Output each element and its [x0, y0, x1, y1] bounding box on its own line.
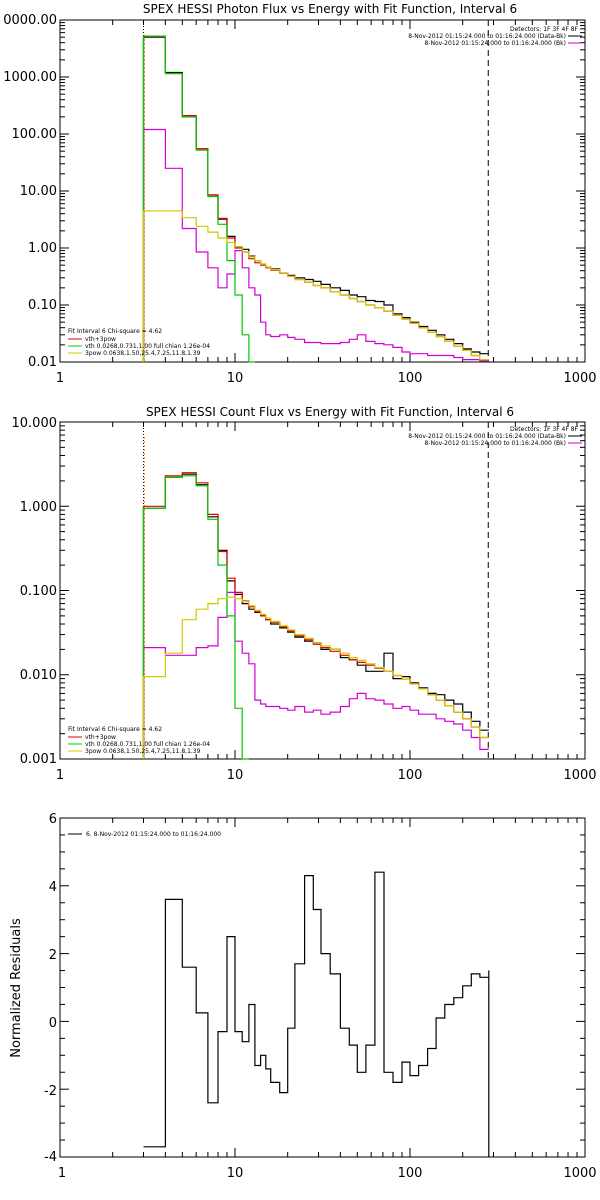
axis-ticks: [59, 817, 586, 1158]
plot-frame: [59, 421, 586, 760]
series-red-line: [142, 35, 489, 362]
series-red-line: [142, 472, 489, 759]
y-tick-label: 2: [49, 948, 57, 963]
y-tick-label: 0.10: [28, 298, 57, 313]
y-tick-label: 0.100: [20, 584, 57, 599]
series-group: [143, 871, 490, 1157]
legend-interval: 6. 8-Nov-2012 01:15:24.000 to 01:16:24.0…: [86, 831, 221, 838]
legend-data-bk: 8-Nov-2012 01:15:24.000 to 01:16:24.000 …: [408, 433, 566, 440]
y-tick-label: 0.01: [28, 355, 57, 370]
legend-detectors: Detectors: 1F 3F 4F 8F: [510, 26, 579, 33]
count-flux-chart: SPEX HESSI Count Flux vs Energy with Fit…: [12, 405, 597, 783]
y-axis-label: Normalized Residuals: [9, 918, 24, 1058]
y-tick-label: 0.010: [20, 668, 57, 683]
y-tick-label: -2: [44, 1084, 57, 1099]
photon-flux-chart: SPEX HESSI Photon Flux vs Energy with Fi…: [3, 2, 596, 386]
axis-ticks: [59, 421, 586, 760]
legend-bottom-left: Fit Interval 6 Chi-square = 4.62 vth+3po…: [68, 726, 210, 755]
chart-title: SPEX HESSI Count Flux vs Energy with Fit…: [146, 405, 514, 419]
y-tick-label: 10.00: [20, 184, 57, 199]
legend-bk: 8-Nov-2012 01:15:24.000 to 01:16:24.000 …: [424, 440, 566, 447]
y-tick-label: 4: [49, 880, 57, 895]
series-black-line: [143, 871, 490, 1157]
series-magenta-line: [142, 128, 489, 362]
plot-frame: [59, 817, 586, 1158]
legend-3pow: 3pow 0.0638,1.50,25.4,7.25,11.8,1.39: [85, 350, 201, 357]
x-tick-label: 100: [398, 768, 423, 783]
series-group: [142, 35, 489, 363]
legend-bk: 8-Nov-2012 01:15:24.000 to 01:16:24.000 …: [424, 40, 566, 47]
series-magenta-line: [142, 591, 489, 759]
chart-title: SPEX HESSI Photon Flux vs Energy with Fi…: [143, 2, 517, 16]
y-tick-label: 100.00: [12, 127, 58, 142]
y-tick-label: 6: [49, 812, 57, 827]
legend-vth-3pow: vth+3pow: [85, 734, 116, 741]
plot-frame: [59, 19, 586, 363]
series-black-line: [142, 36, 489, 362]
x-tick-label: 10: [227, 371, 244, 386]
y-tick-label: 1.000: [20, 500, 57, 515]
series-green-line: [142, 475, 249, 760]
legend-vth: vth 0.0268,0.731,1.00 full chian 1.26e-0…: [85, 343, 210, 350]
series-yellow-line: [142, 210, 489, 362]
y-tick-label: 10.000: [12, 416, 58, 431]
y-tick-label: 0000.00: [3, 13, 57, 28]
legend-vth-3pow: vth+3pow: [85, 336, 116, 343]
y-tick-label: -4: [44, 1150, 57, 1165]
legend-top-right: Detectors: 1F 3F 4F 8F 8-Nov-2012 01:15:…: [408, 426, 582, 447]
series-black-line: [142, 473, 489, 759]
x-tick-label: 1: [56, 371, 64, 386]
energy-range-lines: [142, 20, 489, 362]
legend-bottom-left: Fit Interval 6 Chi-square = 4.62 vth+3po…: [68, 328, 210, 357]
legend-detectors: Detectors: 1F 3F 4F 8F: [510, 426, 579, 433]
x-tick-label: 1: [56, 768, 64, 783]
y-tick-label: 0: [49, 1016, 57, 1031]
legend-fit-interval: Fit Interval 6 Chi-square = 4.62: [68, 726, 162, 733]
x-tick-label: 10: [227, 768, 244, 783]
legend-fit-interval: Fit Interval 6 Chi-square = 4.62: [68, 328, 162, 335]
series-yellow-line: [142, 596, 489, 759]
x-tick-label: 1000: [563, 768, 596, 783]
legend-data-bk: 8-Nov-2012 01:15:24.000 to 01:16:24.000 …: [408, 33, 566, 40]
x-tick-label: 100: [398, 371, 423, 386]
x-tick-label: 1000: [563, 1166, 596, 1181]
axis-ticks: [59, 19, 586, 363]
series-group: [142, 472, 489, 760]
residuals-chart: 6 4 2 0 -2 -4 1 10 100 1000 Normalized R…: [9, 812, 597, 1181]
x-tick-label: 100: [398, 1166, 423, 1181]
series-green-line: [142, 35, 255, 363]
x-tick-label: 1000: [563, 371, 596, 386]
y-tick-label: 1.00: [28, 241, 57, 256]
y-tick-label: 1000.00: [3, 70, 57, 85]
legend-vth: vth 0.0268,0.731,1.00 full chian 1.26e-0…: [85, 741, 210, 748]
legend-top-right: Detectors: 1F 3F 4F 8F 8-Nov-2012 01:15:…: [408, 26, 582, 47]
x-tick-label: 1: [58, 1166, 66, 1181]
legend-3pow: 3pow 0.0638,1.50,25.4,7.25,11.8,1.39: [85, 748, 201, 755]
x-tick-label: 10: [227, 1166, 244, 1181]
y-tick-label: 0.001: [20, 752, 57, 767]
